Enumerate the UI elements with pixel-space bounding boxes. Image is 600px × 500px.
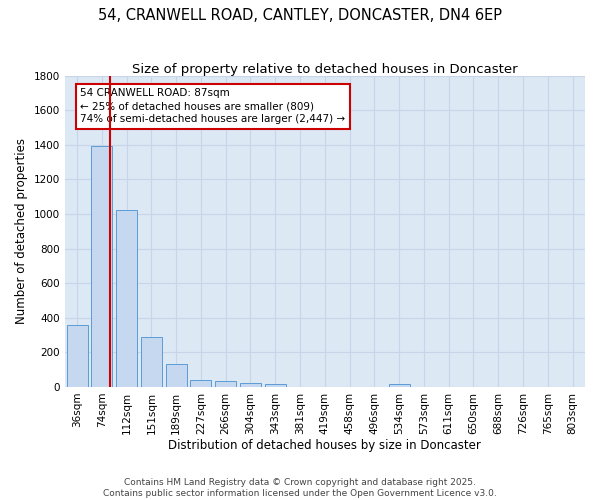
X-axis label: Distribution of detached houses by size in Doncaster: Distribution of detached houses by size … <box>169 440 481 452</box>
Bar <box>240 384 261 387</box>
Text: Contains HM Land Registry data © Crown copyright and database right 2025.
Contai: Contains HM Land Registry data © Crown c… <box>103 478 497 498</box>
Bar <box>389 384 410 387</box>
Title: Size of property relative to detached houses in Doncaster: Size of property relative to detached ho… <box>132 62 518 76</box>
Bar <box>166 364 187 387</box>
Bar <box>67 324 88 387</box>
Bar <box>116 210 137 387</box>
Y-axis label: Number of detached properties: Number of detached properties <box>15 138 28 324</box>
Bar <box>190 380 211 387</box>
Text: 54 CRANWELL ROAD: 87sqm
← 25% of detached houses are smaller (809)
74% of semi-d: 54 CRANWELL ROAD: 87sqm ← 25% of detache… <box>80 88 346 124</box>
Bar <box>215 381 236 387</box>
Bar <box>265 384 286 387</box>
Bar <box>141 337 162 387</box>
Bar <box>91 146 112 387</box>
Text: 54, CRANWELL ROAD, CANTLEY, DONCASTER, DN4 6EP: 54, CRANWELL ROAD, CANTLEY, DONCASTER, D… <box>98 8 502 22</box>
